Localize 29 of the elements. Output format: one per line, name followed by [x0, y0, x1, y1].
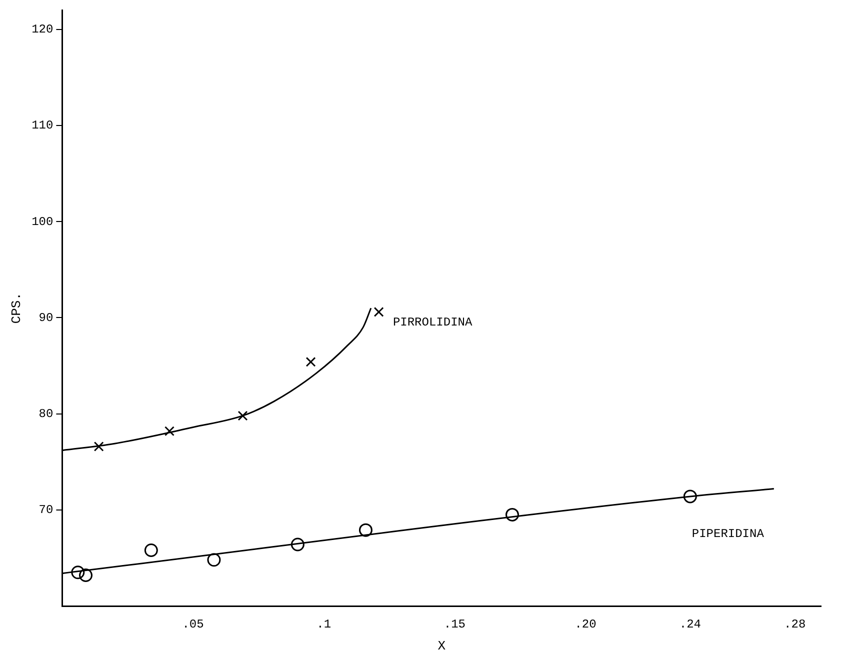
x-tick-label: .05: [182, 617, 204, 632]
series-label: PIRROLIDINA: [392, 315, 473, 330]
point: [238, 410, 248, 421]
y-axis-title: CPS.: [9, 292, 24, 324]
point: [164, 426, 174, 436]
y-tick-label: 100: [32, 214, 54, 229]
x-tick-label: .24: [679, 617, 701, 632]
y-tick-label: 110: [32, 118, 54, 133]
point: [374, 306, 384, 317]
x-tick-label: .15: [444, 617, 466, 632]
x-tick-label: .20: [574, 617, 596, 632]
y-tick-label: 70: [38, 503, 54, 518]
point: [290, 538, 304, 552]
point: [207, 553, 221, 567]
point: [71, 566, 85, 580]
y-tick-label: 120: [32, 22, 54, 37]
point: [358, 523, 372, 537]
point: [94, 441, 104, 452]
y-tick-label: 90: [38, 310, 54, 325]
y-tick-label: 80: [38, 406, 54, 421]
point: [306, 356, 316, 367]
point: [79, 568, 93, 582]
point: [144, 544, 158, 558]
x-axis-title: X: [438, 638, 446, 654]
point: [683, 490, 697, 504]
x-tick-label: .1: [316, 617, 332, 632]
point: [506, 508, 519, 522]
text: PIPERIDINA: [692, 526, 765, 541]
x-tick-label: .28: [784, 617, 806, 632]
